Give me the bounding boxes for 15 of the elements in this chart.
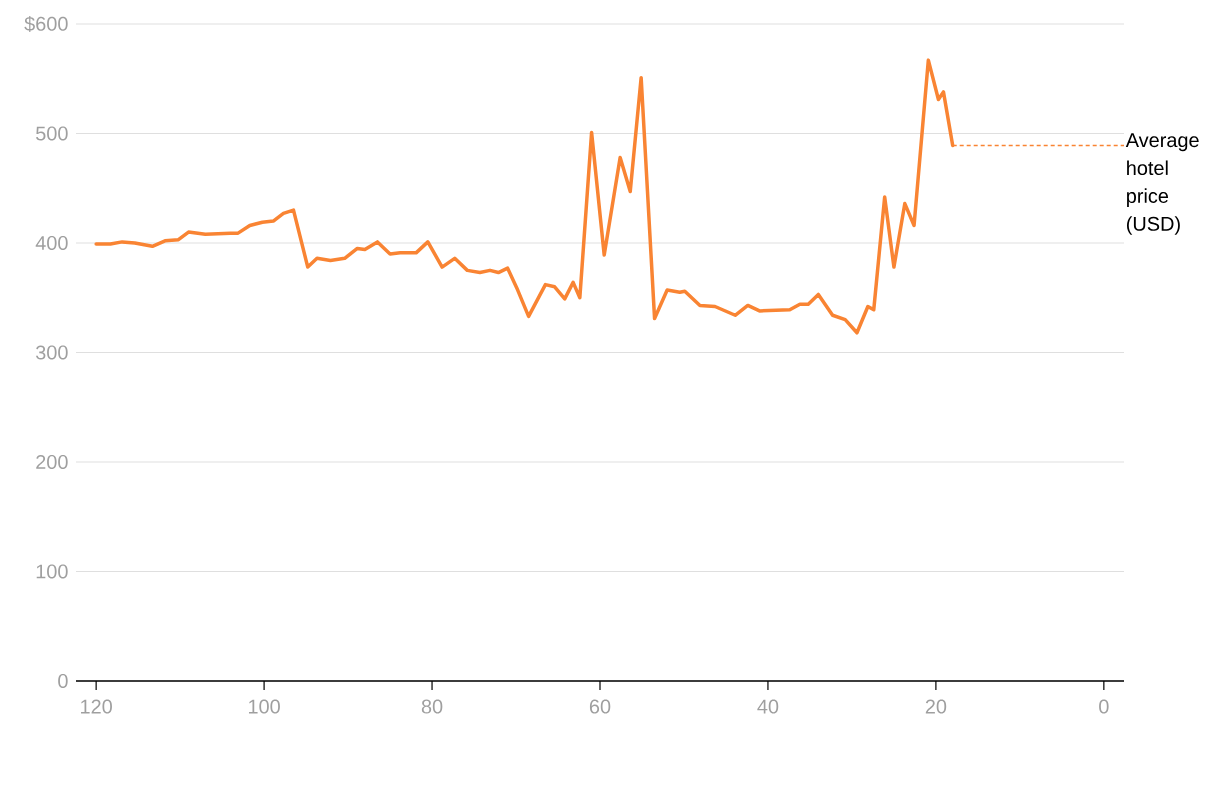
text: Average hotel price (USD) [1125, 133, 1199, 235]
y-tick-label: 0 [58, 673, 68, 689]
x-tick-label: 60 [589, 699, 611, 714]
y-tick-label: $600 [24, 15, 68, 33]
y-tick-label: 400 [35, 235, 68, 251]
x-tick-label: 100 [248, 699, 280, 714]
x-tick-label: 80 [421, 699, 443, 714]
y-tick-label: 200 [36, 454, 68, 470]
y-tick-label: 500 [36, 126, 68, 141]
x-tick-label: 120 [81, 699, 112, 714]
y-tick-label: 300 [35, 345, 68, 360]
x-tick-label: 0 [1099, 699, 1109, 714]
y-tick-label: 100 [36, 564, 68, 579]
x-tick-label: 20 [925, 699, 947, 714]
x-tick-label: 40 [757, 699, 779, 714]
